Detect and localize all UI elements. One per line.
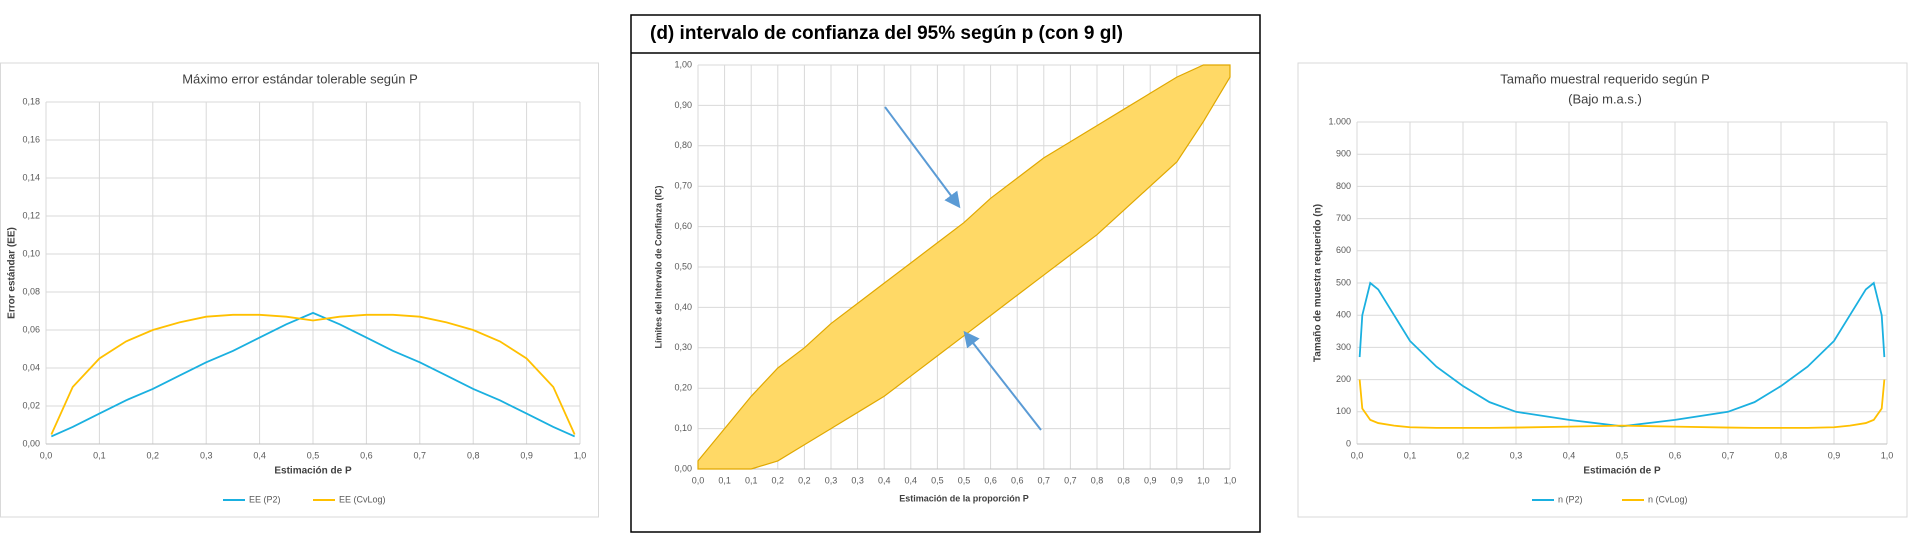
series-line <box>1358 379 1886 429</box>
x-tick-label: 0,0 <box>1351 450 1364 460</box>
y-tick-label: 0,50 <box>674 261 692 271</box>
y-axis-label: Límites del Intervalo de Confianza (IC) <box>653 185 663 348</box>
x-tick-label: 0,1 <box>718 475 731 485</box>
y-tick-label: 0,02 <box>22 400 40 410</box>
chart-subtitle: (Bajo m.a.s.) <box>1568 91 1642 106</box>
x-tick-label: 0,5 <box>931 475 944 485</box>
chart-title: Tamaño muestral requerido según P <box>1500 71 1710 86</box>
x-tick-label: 0,8 <box>1091 475 1104 485</box>
arrow <box>963 330 1042 431</box>
x-tick-label: 1,0 <box>1197 475 1210 485</box>
x-tick-label: 0,2 <box>1457 450 1470 460</box>
y-tick-label: 0,90 <box>674 100 692 110</box>
x-tick-label: 0,0 <box>692 475 705 485</box>
x-axis-label: Estimación de P <box>274 466 352 477</box>
x-axis-label: Estimación de la proporción P <box>899 493 1029 503</box>
y-tick-label: 0,10 <box>22 248 40 258</box>
panel <box>1297 62 1908 518</box>
y-tick-label: 0,40 <box>674 302 692 312</box>
y-tick-label: 600 <box>1336 245 1351 255</box>
y-tick-label: 0,00 <box>674 463 692 473</box>
x-tick-label: 0,5 <box>307 450 320 460</box>
y-tick-label: 1,00 <box>674 59 692 69</box>
y-tick-label: 0,00 <box>22 438 40 448</box>
x-tick-label: 0,4 <box>878 475 891 485</box>
x-axis-label: Estimación de P <box>1583 466 1661 477</box>
y-tick-label: 0,14 <box>22 172 40 182</box>
x-tick-label: 0,2 <box>798 475 811 485</box>
y-tick-label: 0,16 <box>22 134 40 144</box>
y-tick-label: 0,04 <box>22 362 40 372</box>
y-tick-label: 700 <box>1336 213 1351 223</box>
y-tick-label: 0,12 <box>22 210 40 220</box>
y-tick-label: 500 <box>1336 277 1351 287</box>
y-tick-label: 0,06 <box>22 324 40 334</box>
x-tick-label: 1,0 <box>1881 450 1894 460</box>
y-tick-label: 0,08 <box>22 286 40 296</box>
x-tick-label: 0,6 <box>1011 475 1024 485</box>
x-tick-label: 0,8 <box>1775 450 1788 460</box>
x-tick-label: 0,9 <box>1828 450 1841 460</box>
y-tick-label: 0,70 <box>674 181 692 191</box>
x-tick-label: 0,1 <box>93 450 106 460</box>
x-tick-label: 0,7 <box>1064 475 1077 485</box>
y-tick-label: 1.000 <box>1328 116 1351 126</box>
x-tick-label: 0,0 <box>40 450 53 460</box>
x-tick-label: 0,1 <box>745 475 758 485</box>
x-tick-label: 1,0 <box>1224 475 1237 485</box>
confidence-band <box>697 64 1231 470</box>
series-line <box>50 313 576 435</box>
chart-title: (d) intervalo de confianza del 95% según… <box>650 23 1123 44</box>
x-tick-label: 0,2 <box>772 475 785 485</box>
x-tick-label: 1,0 <box>574 450 587 460</box>
x-tick-label: 0,6 <box>360 450 373 460</box>
y-tick-label: 0,20 <box>674 383 692 393</box>
x-tick-label: 0,9 <box>1144 475 1157 485</box>
legend-label: EE (CvLog) <box>339 494 386 504</box>
x-tick-label: 0,3 <box>825 475 838 485</box>
x-tick-label: 0,7 <box>414 450 427 460</box>
x-tick-label: 0,6 <box>984 475 997 485</box>
x-tick-label: 0,4 <box>1563 450 1576 460</box>
y-axis-label: Error estándar (EE) <box>7 227 18 319</box>
x-tick-label: 0,3 <box>851 475 864 485</box>
chart-title: Máximo error estándar tolerable según P <box>182 71 418 86</box>
x-tick-label: 0,1 <box>1404 450 1417 460</box>
legend-label: n (P2) <box>1558 494 1583 504</box>
y-tick-label: 0 <box>1346 438 1351 448</box>
y-tick-label: 300 <box>1336 342 1351 352</box>
x-tick-label: 0,4 <box>253 450 266 460</box>
y-axis-label: Tamaño de muestra requerido (n) <box>1313 204 1324 362</box>
x-tick-label: 0,8 <box>1117 475 1130 485</box>
panel <box>0 62 599 518</box>
x-tick-label: 0,5 <box>958 475 971 485</box>
x-tick-label: 0,5 <box>1616 450 1629 460</box>
y-tick-label: 0,30 <box>674 342 692 352</box>
legend-label: n (CvLog) <box>1648 494 1688 504</box>
x-tick-label: 0,3 <box>1510 450 1523 460</box>
x-tick-label: 0,2 <box>147 450 160 460</box>
y-tick-label: 400 <box>1336 310 1351 320</box>
y-tick-label: 0,60 <box>674 221 692 231</box>
x-tick-label: 0,7 <box>1722 450 1735 460</box>
y-tick-label: 200 <box>1336 374 1351 384</box>
x-tick-label: 0,8 <box>467 450 480 460</box>
x-tick-label: 0,7 <box>1038 475 1051 485</box>
y-tick-label: 100 <box>1336 406 1351 416</box>
y-tick-label: 900 <box>1336 149 1351 159</box>
x-tick-label: 0,6 <box>1669 450 1682 460</box>
x-tick-label: 0,9 <box>1171 475 1184 485</box>
x-tick-label: 0,4 <box>905 475 918 485</box>
y-tick-label: 0,80 <box>674 140 692 150</box>
x-tick-label: 0,9 <box>520 450 533 460</box>
y-tick-label: 0,18 <box>22 96 40 106</box>
y-tick-label: 800 <box>1336 181 1351 191</box>
y-tick-label: 0,10 <box>674 423 692 433</box>
x-tick-label: 0,3 <box>200 450 213 460</box>
arrow <box>884 106 961 209</box>
series-line <box>50 311 576 438</box>
legend-label: EE (P2) <box>249 494 281 504</box>
